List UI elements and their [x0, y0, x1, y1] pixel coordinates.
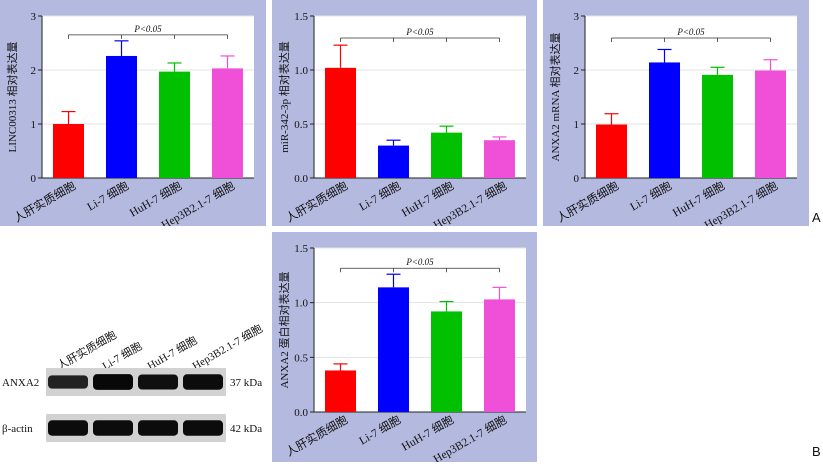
category-label: Li-7 细胞: [356, 178, 403, 213]
bar: [212, 68, 243, 178]
blot-band: [183, 420, 223, 436]
bar: [596, 124, 627, 178]
bar: [378, 145, 409, 178]
blot-band: [48, 420, 88, 436]
y-tick-label: 1: [574, 119, 580, 131]
bar: [484, 140, 515, 178]
y-axis-title: ANXA2 mRNA 相对表达量: [548, 33, 562, 162]
y-tick-label: 0.0: [294, 407, 308, 419]
bar: [702, 74, 733, 178]
bar: [106, 55, 137, 178]
y-tick-label: 0: [574, 173, 580, 185]
y-axis-title: ANXA2 蛋白相对表达量: [277, 271, 291, 388]
y-tick-label: 0.5: [294, 352, 308, 364]
y-tick-label: 3: [574, 11, 580, 23]
bar: [53, 124, 84, 178]
y-tick-label: 0.0: [294, 173, 308, 185]
bar: [649, 62, 680, 178]
chart-panel-3: 0 1 2 3 P<0.05 ANXA2 mRNA 相对表达量 人肝实质细胞 Li-7 细胞 H…: [543, 0, 809, 232]
blot-band: [93, 374, 133, 390]
y-tick-label: 1.5: [294, 243, 308, 255]
blot-band: [138, 374, 178, 390]
lane-label: Hep3B2.1-7 细胞: [190, 322, 265, 373]
y-tick-label: 2: [31, 65, 37, 77]
protein-label: ANXA2: [2, 377, 39, 389]
blot-band: [93, 420, 133, 436]
chart-panel-1: 0 1 2 3 P<0.05 LINC00313 相对表达量 人肝实质细胞 Li-7 细胞 Hu…: [0, 0, 266, 232]
y-tick-label: 1.0: [294, 298, 308, 310]
y-tick-label: 1.5: [294, 11, 308, 23]
chart-panel-2: 0.0 0.5 1.0 1.5 P<0.05 miR-342-3p 相对表达量人肝实质细胞…: [272, 0, 537, 232]
blot-band: [138, 420, 178, 436]
bar: [159, 71, 190, 178]
bar: [431, 132, 462, 178]
significance-label: P<0.05: [133, 24, 162, 34]
category-label: Li-7 细胞: [627, 178, 674, 213]
lane-label: HuH-7 细胞: [145, 334, 199, 373]
y-tick-label: 1: [31, 119, 37, 131]
size-label: 42 kDa: [230, 423, 262, 435]
panel-letter-a: A: [812, 210, 821, 225]
significance-label: P<0.05: [405, 257, 434, 267]
y-tick-label: 0: [31, 173, 37, 185]
bar: [378, 287, 409, 412]
blot-band: [48, 375, 88, 389]
bar: [325, 67, 356, 178]
chart-svg-2: 0.0 0.5 1.0 1.5 P<0.05 miR-342-3p 相对表达量人肝实质细胞…: [277, 11, 526, 232]
y-tick-label: 1.0: [294, 65, 308, 77]
chart-panel-4: 0.0 0.5 1.0 1.5 P<0.05 ANXA2 蛋白相对表达量人肝实质细胞 Li-…: [272, 232, 537, 466]
blot-band: [183, 374, 223, 390]
bar: [484, 299, 515, 412]
category-label: 人肝实质细胞: [554, 178, 621, 225]
size-label: 37 kDa: [230, 377, 262, 389]
bar: [755, 70, 786, 178]
y-tick-label: 2: [574, 65, 580, 77]
y-axis-title: miR-342-3p 相对表达量: [277, 41, 291, 153]
category-label: 人肝实质细胞: [283, 178, 350, 225]
y-tick-label: 0.5: [294, 119, 308, 131]
y-axis-title: LINC00313 相对表达量: [5, 42, 19, 153]
panel-letter-b: B: [812, 444, 821, 459]
category-label: 人肝实质细胞: [11, 178, 78, 225]
category-label: Li-7 细胞: [356, 412, 403, 447]
bar: [431, 311, 462, 412]
significance-label: P<0.05: [405, 27, 434, 37]
significance-label: P<0.05: [676, 27, 705, 37]
category-label: Li-7 细胞: [84, 178, 131, 213]
bar: [325, 370, 356, 412]
protein-label: β-actin: [2, 423, 33, 435]
category-label: 人肝实质细胞: [283, 412, 350, 459]
y-tick-label: 3: [31, 11, 37, 23]
